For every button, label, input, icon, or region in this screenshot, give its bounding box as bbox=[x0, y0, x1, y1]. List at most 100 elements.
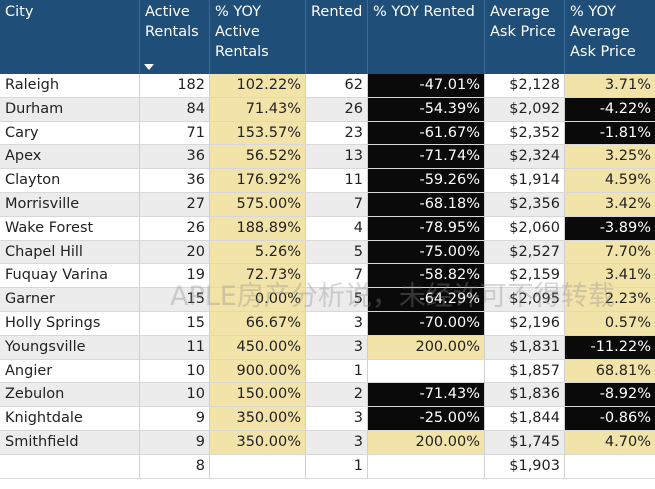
cell-yoy-active-rentals: 575.00% bbox=[210, 192, 306, 216]
sort-descending-icon[interactable] bbox=[144, 64, 154, 70]
cell-yoy-average-ask-price: 2.23% bbox=[565, 288, 655, 311]
cell-city: Garner bbox=[0, 288, 140, 311]
header-yoy-active-rentals[interactable]: % YOY Active Rentals bbox=[210, 0, 306, 74]
cell-yoy-active-rentals: 71.43% bbox=[210, 97, 306, 121]
cell-yoy-active-rentals: 350.00% bbox=[210, 407, 306, 430]
cell-yoy-rented: -71.43% bbox=[368, 383, 485, 407]
cell-yoy-active-rentals: 150.00% bbox=[210, 383, 306, 407]
cell-city: Morrisville bbox=[0, 192, 140, 216]
cell-average-ask-price: $1,844 bbox=[485, 407, 565, 430]
cell-rented: 23 bbox=[306, 121, 368, 145]
header-yoy-average-ask-price[interactable]: % YOY Average Ask Price bbox=[570, 4, 636, 60]
cell-active-rentals: 71 bbox=[140, 121, 210, 145]
cell-active-rentals: 15 bbox=[140, 311, 210, 335]
cell-rented: 62 bbox=[306, 74, 368, 97]
cell-average-ask-price: $2,527 bbox=[485, 240, 565, 264]
cell-active-rentals: 36 bbox=[140, 169, 210, 192]
cell-yoy-average-ask-price: 3.25% bbox=[565, 145, 655, 169]
cell-city: Fuquay Varina bbox=[0, 264, 140, 288]
table-row[interactable]: Fuquay Varina 19 72.73% 7 -58.82% $2,159 3.41% bbox=[0, 264, 655, 289]
table-row[interactable]: Morrisville 27 575.00% 7 -68.18% $2,356 3.42% bbox=[0, 192, 655, 217]
cell-yoy-rented: 200.00% bbox=[368, 430, 485, 454]
table-body: Raleigh 182 102.22% 62 -47.01% $2,128 3.71% Dur… bbox=[0, 74, 655, 479]
cell-yoy-active-rentals: 176.92% bbox=[210, 169, 306, 192]
cell-average-ask-price: $1,914 bbox=[485, 169, 565, 192]
cell-average-ask-price: $2,356 bbox=[485, 192, 565, 216]
cell-active-rentals: 9 bbox=[140, 430, 210, 454]
table-row[interactable]: Apex 36 56.52% 13 -71.74% $2,324 3.25% bbox=[0, 145, 655, 170]
cell-yoy-average-ask-price: 7.70% bbox=[565, 240, 655, 264]
table-row[interactable]: Angier 10 900.00% 1 $1,857 68.81% bbox=[0, 359, 655, 384]
cell-rented: 13 bbox=[306, 145, 368, 169]
cell-city: Holly Springs bbox=[0, 311, 140, 335]
table-header: City Active Rentals % YOY Active Rentals… bbox=[0, 0, 655, 74]
table-row[interactable]: Wake Forest 26 188.89% 4 -78.95% $2,060 -3.89% bbox=[0, 216, 655, 241]
cell-active-rentals: 182 bbox=[140, 74, 210, 97]
table-row[interactable]: Raleigh 182 102.22% 62 -47.01% $2,128 3.71% bbox=[0, 74, 655, 98]
table-row[interactable]: Durham 84 71.43% 26 -54.39% $2,092 -4.22% bbox=[0, 97, 655, 122]
table-row[interactable]: Cary 71 153.57% 23 -61.67% $2,352 -1.81% bbox=[0, 121, 655, 146]
header-average-ask-price[interactable]: Average Ask Price bbox=[485, 0, 565, 74]
cell-rented: 3 bbox=[306, 311, 368, 335]
cell-rented: 3 bbox=[306, 430, 368, 454]
cell-average-ask-price: $1,903 bbox=[485, 454, 565, 478]
cell-yoy-average-ask-price: -11.22% bbox=[565, 335, 655, 359]
cell-city: Apex bbox=[0, 145, 140, 169]
header-active-rentals[interactable]: Active Rentals bbox=[140, 0, 210, 74]
cell-yoy-average-ask-price: -8.92% bbox=[565, 383, 655, 407]
cell-yoy-rented: -25.00% bbox=[368, 407, 485, 430]
cell-yoy-active-rentals: 66.67% bbox=[210, 311, 306, 335]
cell-rented: 26 bbox=[306, 97, 368, 121]
cell-city: Cary bbox=[0, 121, 140, 145]
cell-yoy-average-ask-price: -0.86% bbox=[565, 407, 655, 430]
header-active-rentals-label: Active Rentals bbox=[145, 4, 199, 40]
table-row[interactable]: Chapel Hill 20 5.26% 5 -75.00% $2,527 7.70% bbox=[0, 240, 655, 265]
cell-yoy-average-ask-price bbox=[565, 455, 655, 478]
table-row[interactable]: Youngsville 11 450.00% 3 200.00% $1,831 -11.22… bbox=[0, 335, 655, 360]
table-row[interactable]: Zebulon 10 150.00% 2 -71.43% $1,836 -8.92% bbox=[0, 383, 655, 408]
cell-active-rentals: 84 bbox=[140, 97, 210, 121]
cell-rented: 4 bbox=[306, 216, 368, 240]
cell-yoy-rented bbox=[368, 454, 485, 478]
cell-yoy-active-rentals: 350.00% bbox=[210, 430, 306, 454]
cell-active-rentals: 27 bbox=[140, 192, 210, 216]
cell-yoy-rented: -71.74% bbox=[368, 145, 485, 169]
cell-rented: 11 bbox=[306, 169, 368, 192]
table-row[interactable]: Smithfield 9 350.00% 3 200.00% $1,745 4.70% bbox=[0, 430, 655, 455]
cell-yoy-active-rentals: 0.00% bbox=[210, 288, 306, 311]
table-row[interactable]: Holly Springs 15 66.67% 3 -70.00% $2,196 0.57% bbox=[0, 311, 655, 336]
cell-yoy-rented bbox=[368, 359, 485, 383]
header-rented[interactable]: Rented bbox=[306, 0, 368, 74]
cell-city: Chapel Hill bbox=[0, 240, 140, 264]
cell-rented: 1 bbox=[306, 454, 368, 478]
cell-average-ask-price: $2,352 bbox=[485, 121, 565, 145]
table-row[interactable]: Clayton 36 176.92% 11 -59.26% $1,914 4.59% bbox=[0, 169, 655, 193]
cell-active-rentals: 20 bbox=[140, 240, 210, 264]
cell-yoy-active-rentals: 188.89% bbox=[210, 216, 306, 240]
cell-active-rentals: 19 bbox=[140, 264, 210, 288]
table-row[interactable]: Knightdale 9 350.00% 3 -25.00% $1,844 -0.86% bbox=[0, 407, 655, 431]
header-city[interactable]: City bbox=[0, 0, 140, 74]
cell-yoy-average-ask-price: 3.71% bbox=[565, 74, 655, 97]
cell-yoy-rented: -54.39% bbox=[368, 97, 485, 121]
cell-rented: 5 bbox=[306, 288, 368, 311]
header-yoy-rented[interactable]: % YOY Rented bbox=[368, 0, 485, 74]
cell-average-ask-price: $2,196 bbox=[485, 311, 565, 335]
cell-yoy-average-ask-price: 4.70% bbox=[565, 430, 655, 454]
cell-yoy-active-rentals: 900.00% bbox=[210, 359, 306, 383]
cell-yoy-active-rentals: 72.73% bbox=[210, 264, 306, 288]
cell-yoy-active-rentals: 153.57% bbox=[210, 121, 306, 145]
cell-average-ask-price: $2,128 bbox=[485, 74, 565, 97]
cell-rented: 1 bbox=[306, 359, 368, 383]
cell-yoy-rented: -59.26% bbox=[368, 169, 485, 192]
table-row[interactable]: Garner 15 0.00% 5 -64.29% $2,095 2.23% bbox=[0, 288, 655, 312]
cell-yoy-average-ask-price: 68.81% bbox=[565, 359, 655, 383]
cell-active-rentals: 8 bbox=[140, 454, 210, 478]
cell-average-ask-price: $1,745 bbox=[485, 430, 565, 454]
cell-active-rentals: 15 bbox=[140, 288, 210, 311]
table-row[interactable]: 8 1 $1,903 bbox=[0, 454, 655, 479]
cell-yoy-active-rentals: 5.26% bbox=[210, 240, 306, 264]
cell-average-ask-price: $2,095 bbox=[485, 288, 565, 311]
cell-rented: 3 bbox=[306, 407, 368, 430]
cell-yoy-rented: -68.18% bbox=[368, 192, 485, 216]
